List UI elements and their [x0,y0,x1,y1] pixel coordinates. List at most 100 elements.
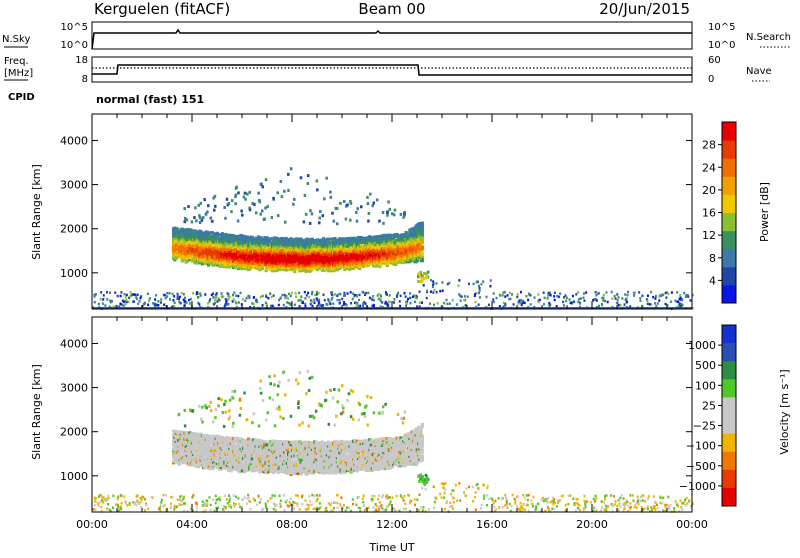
echo-point [244,299,246,302]
echo-point [312,305,314,308]
echo-point [569,298,571,301]
echo-point [102,298,104,301]
echo-point [419,271,422,274]
echo-point [478,292,480,295]
echo-point [237,219,240,222]
echo-point [311,301,313,304]
echo-point [647,303,649,306]
echo-point [543,303,545,306]
echo-point [237,191,240,194]
echo-point [358,299,360,302]
colorbar-segment [722,267,736,286]
echo-point [330,196,333,199]
echo-point [265,178,268,181]
echo-point [389,208,392,211]
echo-point [190,298,192,301]
echo-point [533,296,535,299]
echo-point [152,302,154,305]
echo-point [689,299,691,302]
echo-point [160,298,162,301]
echo-point [164,294,166,297]
echo-point [265,440,268,443]
echo-point [232,294,234,297]
echo-point [414,296,416,299]
echo-point [626,301,628,304]
echo-point [493,301,495,304]
echo-point [203,198,206,201]
power-frame [92,114,692,309]
echo-point [224,217,227,220]
echo-point [605,291,607,294]
echo-point [352,298,354,301]
echo-point [160,301,162,304]
echo-point [433,289,435,292]
echo-point [292,203,295,206]
echo-point [300,295,302,298]
echo-point [543,291,545,294]
echo-point [310,303,312,306]
echo-point [171,293,173,296]
echo-point [385,292,387,295]
colorbar-segment [722,122,736,141]
echo-point [336,299,338,302]
echo-point [98,303,100,306]
colorbar-segment [722,140,736,159]
echo-point [372,295,374,298]
echo-point [355,303,357,306]
echo-point [234,202,237,205]
echo-point [125,296,127,299]
echo-point [346,292,348,295]
echo-point [386,302,388,305]
echo-point [516,296,518,299]
echo-point [308,296,310,299]
echo-point [611,297,613,300]
echo-point [184,304,186,307]
echo-point [449,302,451,305]
echo-point [213,209,216,212]
echo-point [513,303,515,306]
echo-point [458,279,460,282]
echo-point [352,292,354,295]
echo-point [499,294,501,297]
echo-point [272,197,275,200]
echo-point [331,212,334,215]
echo-point [304,303,306,306]
echo-point [102,302,104,305]
echo-point [238,301,240,304]
echo-point [467,296,469,299]
echo-point [290,295,292,298]
echo-point [548,292,550,295]
echo-point [389,294,391,297]
echo-point [521,304,523,307]
echo-point [235,194,238,197]
echo-point [601,297,603,300]
echo-point [367,292,369,295]
echo-point [307,292,309,295]
echo-point [407,298,409,301]
echo-point [419,275,422,278]
echo-point [343,294,345,297]
echo-point [318,299,320,302]
echo-point [442,289,444,292]
echo-point [285,297,287,300]
echo-point [284,294,286,297]
echo-point [187,205,190,208]
echo-point [496,297,498,300]
echo-point [405,295,407,298]
echo-point [322,214,325,217]
echo-point [658,295,660,298]
freq-label-1: Freq. [4,56,29,67]
echo-point [328,299,330,302]
echo-point [421,245,424,248]
echo-point [169,298,171,301]
echo-point [559,292,561,295]
echo-point [290,303,292,306]
freq-trace [92,65,692,75]
echo-point [386,211,389,214]
echo-point [550,294,552,297]
echo-point [655,295,657,298]
echo-point [493,292,495,295]
echo-point [198,303,200,306]
echo-point [277,214,280,217]
